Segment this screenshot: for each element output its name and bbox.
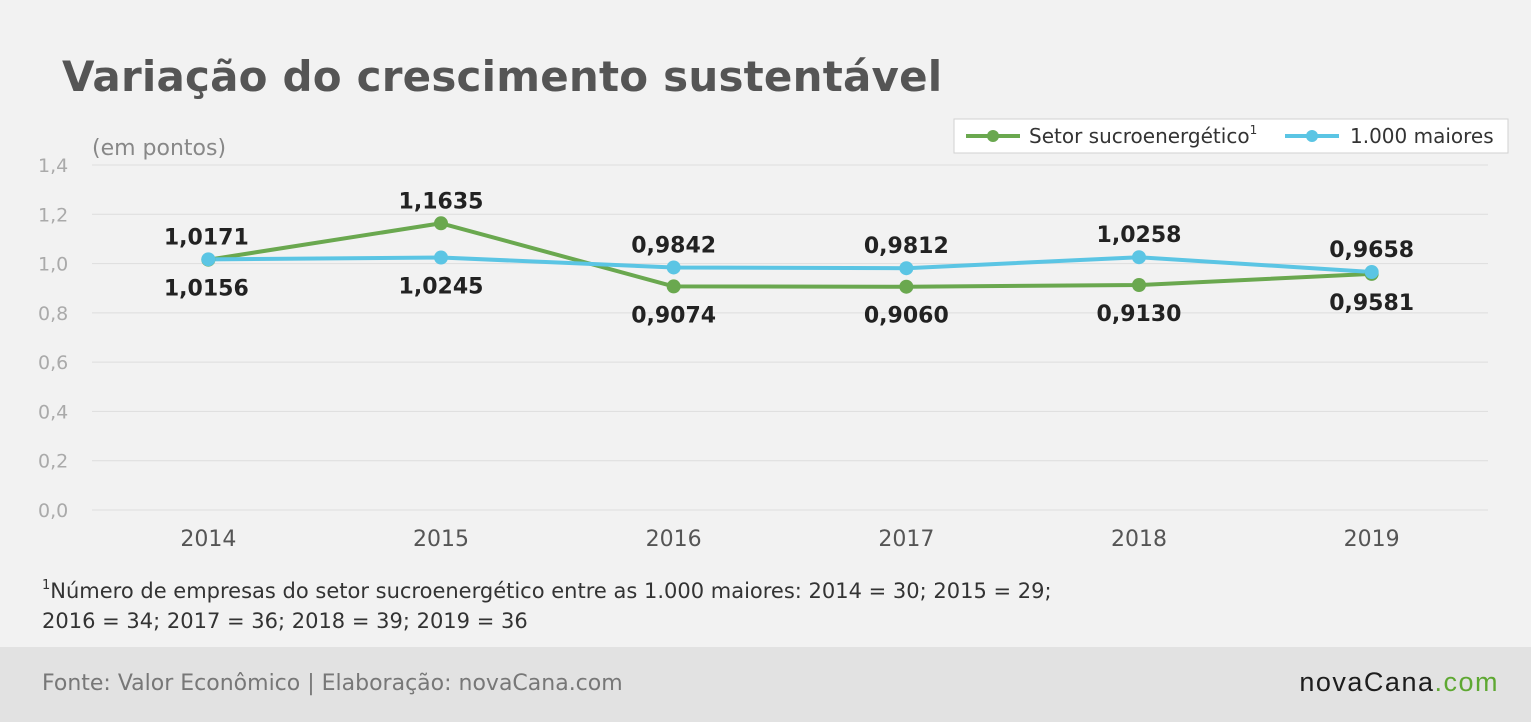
data-point bbox=[666, 260, 681, 275]
y-axis: 0,0 0,2 0,4 0,6 0,8 1,0 1,2 1,4 bbox=[38, 155, 68, 522]
x-axis: 2014 2015 2016 2017 2018 2019 bbox=[180, 527, 1399, 552]
data-point bbox=[899, 261, 914, 276]
brand-logo: novaCana.com bbox=[1299, 667, 1499, 697]
data-point bbox=[666, 279, 681, 294]
data-label: 1,0245 bbox=[399, 275, 484, 300]
grid-lines bbox=[92, 164, 1488, 511]
data-label: 0,9842 bbox=[631, 233, 716, 258]
data-point bbox=[434, 216, 448, 231]
y-tick-label: 0,0 bbox=[38, 500, 68, 522]
data-label: 1,1635 bbox=[399, 189, 484, 214]
x-tick-label: 2014 bbox=[180, 527, 236, 552]
legend-marker-maiores bbox=[1306, 130, 1318, 142]
y-tick-label: 0,4 bbox=[38, 401, 68, 423]
data-label: 1,0171 bbox=[164, 225, 249, 250]
footnote-line-2: 2016 = 34; 2017 = 36; 2018 = 39; 2019 = … bbox=[42, 609, 528, 633]
y-unit-label: (em pontos) bbox=[92, 136, 226, 161]
x-tick-label: 2016 bbox=[646, 527, 702, 552]
series-line-0 bbox=[208, 221, 1372, 289]
y-tick-label: 1,4 bbox=[38, 155, 68, 177]
footnote-marker: 1 bbox=[42, 578, 51, 593]
series-line-1 bbox=[208, 255, 1372, 274]
legend: Setor sucroenergético1 1.000 maiores bbox=[953, 118, 1509, 154]
y-tick-label: 1,0 bbox=[38, 254, 68, 276]
data-label: 1,0258 bbox=[1097, 223, 1182, 248]
y-tick-label: 0,2 bbox=[38, 451, 68, 473]
data-point bbox=[899, 279, 914, 294]
footer: Fonte: Valor Econômico | Elaboração: nov… bbox=[0, 647, 1531, 722]
x-tick-label: 2017 bbox=[878, 527, 934, 552]
data-label: 0,9658 bbox=[1329, 238, 1414, 263]
data-label: 0,9060 bbox=[864, 304, 949, 329]
data-point bbox=[1132, 250, 1146, 265]
series-lines bbox=[201, 216, 1379, 294]
data-point bbox=[434, 250, 448, 265]
data-labels: 1,0156 1,1635 0,9074 0,9060 0,9130 0,9581 1,01… bbox=[164, 189, 1414, 328]
data-label: 0,9581 bbox=[1329, 291, 1414, 316]
x-tick-label: 2019 bbox=[1344, 527, 1400, 552]
x-tick-label: 2018 bbox=[1111, 527, 1167, 552]
data-label: 0,9074 bbox=[631, 303, 716, 328]
x-tick-label: 2015 bbox=[413, 527, 469, 552]
data-label: 0,9812 bbox=[864, 234, 949, 259]
data-point bbox=[201, 252, 216, 267]
y-tick-label: 0,8 bbox=[38, 303, 68, 325]
data-label: 1,0156 bbox=[164, 277, 249, 302]
line-chart: 0,0 0,2 0,4 0,6 0,8 1,0 1,2 1,4 (em pontos) 201… bbox=[38, 118, 1509, 552]
legend-marker-sucro bbox=[987, 130, 999, 142]
data-point bbox=[1364, 264, 1379, 279]
y-tick-label: 1,2 bbox=[38, 204, 68, 226]
chart-title: Variação do crescimento sustentável bbox=[62, 52, 943, 101]
footnote-line-1: Número de empresas do setor sucroenergét… bbox=[50, 579, 1052, 603]
legend-label-sucro: Setor sucroenergético1 bbox=[1029, 123, 1257, 148]
data-label: 0,9130 bbox=[1097, 302, 1182, 327]
legend-label-maiores: 1.000 maiores bbox=[1350, 124, 1494, 148]
source-text: Fonte: Valor Econômico | Elaboração: nov… bbox=[42, 671, 623, 696]
data-point bbox=[1132, 278, 1146, 293]
y-tick-label: 0,6 bbox=[38, 352, 68, 374]
legend-box bbox=[953, 118, 1509, 154]
footnote: 1Número de empresas do setor sucroenergé… bbox=[42, 576, 1052, 636]
